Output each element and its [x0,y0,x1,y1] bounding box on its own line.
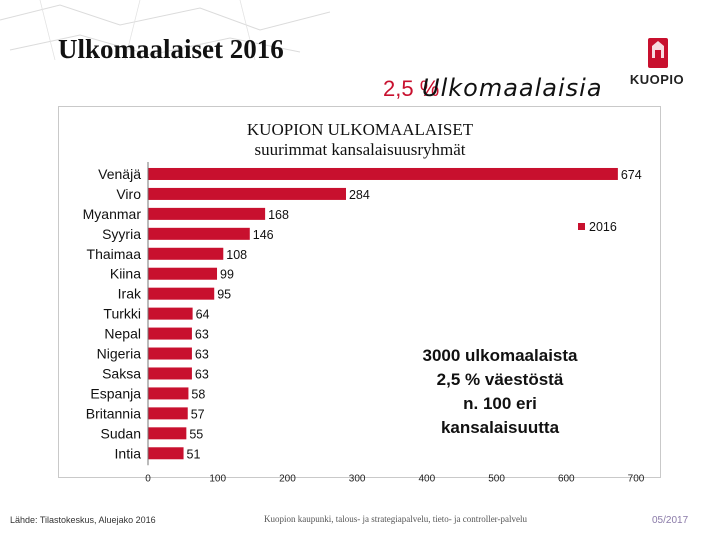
chart-title-line-2: suurimmat kansalaisuusryhmät [254,140,466,159]
x-tick-label: 100 [209,473,226,484]
footer-date: 05/2017 [652,515,689,526]
data-label: 64 [196,308,210,322]
data-label: 674 [621,168,642,182]
bar [148,267,218,280]
bar [148,407,188,420]
x-tick-label: 700 [628,473,645,484]
summary-callout: 3000 ulkomaalaista 2,5 % väestöstä n. 10… [400,344,600,440]
slide-title: Ulkomaalaiset 2016 [58,34,284,64]
category-label: Britannia [86,405,141,421]
data-label: 168 [268,208,289,222]
bar [148,187,346,200]
bar [148,247,224,260]
bar [148,207,266,220]
legend-label: 2016 [589,220,617,234]
category-label: Intia [115,445,142,461]
category-label: Irak [118,286,142,302]
category-label: Thaimaa [87,246,142,262]
category-label: Myanmar [83,206,142,222]
data-label: 58 [191,387,205,401]
x-tick-label: 400 [419,473,436,484]
category-label: Nepal [104,326,141,342]
callout-line-2: 2,5 % väestöstä [436,370,564,389]
category-label: Nigeria [97,346,142,362]
source-note: Lähde: Tilastokeskus, Aluejako 2016 [10,515,156,525]
kuopio-crest-logo [648,38,668,68]
x-tick-label: 0 [145,473,151,484]
bar [148,327,192,340]
data-label: 284 [349,188,370,202]
bar [148,287,215,300]
footer-organization: Kuopion kaupunki, talous- ja strategiapa… [264,514,527,524]
legend-swatch [578,223,585,230]
bar [148,167,618,180]
data-label: 95 [217,288,231,302]
data-label: 55 [189,427,203,441]
data-label: 63 [195,328,209,342]
logo-wordmark: KUOPIO [629,72,685,87]
bar [148,447,184,460]
bar [148,387,189,400]
data-label: 57 [191,407,205,421]
x-tick-label: 300 [349,473,366,484]
data-label: 99 [220,268,234,282]
category-label: Kiina [110,266,141,282]
category-label: Sudan [101,425,141,441]
bar [148,307,193,320]
category-label: Espanja [90,385,141,401]
data-label: 146 [253,228,274,242]
background-map-decoration [0,0,330,60]
bar [148,227,250,240]
category-label: Turkki [103,306,141,322]
category-label: Saksa [102,365,141,381]
headline-word: Ulkomaalaisia [422,74,603,102]
data-label: 63 [195,367,209,381]
callout-line-1: 3000 ulkomaalaista [422,346,578,365]
callout-line-3: n. 100 eri [463,394,537,413]
callout-line-4: kansalaisuutta [440,418,560,437]
category-label: Viro [116,186,141,202]
x-tick-label: 200 [279,473,296,484]
chart-title: KUOPION ULKOMAALAISET suurimmat kansalai… [165,120,555,160]
bar [148,367,192,380]
headline-percentage: 2,5 % [383,76,440,101]
bar [148,347,192,360]
chart-title-line-1: KUOPION ULKOMAALAISET [246,120,474,139]
data-label: 108 [226,248,247,262]
x-tick-label: 500 [488,473,505,484]
x-tick-label: 600 [558,473,575,484]
data-label: 63 [195,348,209,362]
data-label: 51 [187,447,201,461]
category-label: Syyria [102,226,141,242]
category-label: Venäjä [98,166,141,182]
bar [148,427,187,440]
